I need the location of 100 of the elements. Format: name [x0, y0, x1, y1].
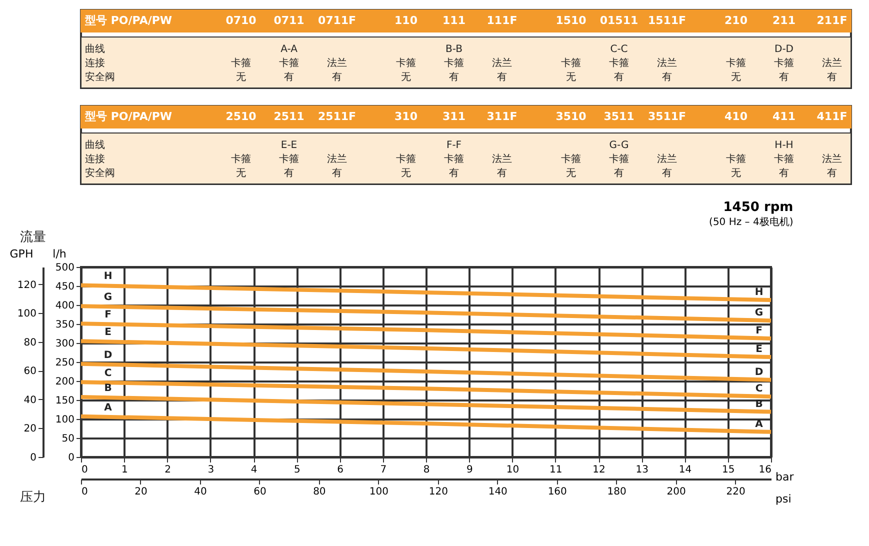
text: 有: [284, 72, 294, 83]
x-tick-label: 11: [550, 464, 562, 476]
series-label: E: [756, 344, 763, 356]
y2-axis-title: GPH: [10, 248, 34, 260]
category-label: 110: [394, 14, 418, 27]
category-label: 3510: [556, 110, 587, 123]
x2-tick-label: 80: [313, 486, 326, 498]
text: B: [104, 382, 112, 394]
x-tick-label: 8: [423, 464, 430, 476]
text: F: [104, 310, 112, 321]
text: 卡箍: [609, 154, 629, 165]
x-tick-label: 4: [250, 464, 258, 476]
chart-title: 1450 rpm: [723, 200, 794, 215]
series-label: G: [754, 308, 764, 319]
category-label: 111: [442, 14, 466, 27]
category-label: 1511F: [648, 14, 686, 27]
text: 卡箍: [396, 58, 416, 69]
text: A: [104, 402, 112, 414]
category-label: 3511F: [648, 110, 686, 123]
x-tick-label: 7: [380, 464, 387, 476]
text: 无: [566, 72, 576, 83]
x-tick-label: 12: [592, 464, 606, 476]
text: 有: [614, 168, 624, 179]
category-label: 2511F: [318, 110, 356, 123]
text: G: [104, 292, 112, 304]
text: 卡箍: [231, 58, 251, 69]
y-tick-label: 150: [55, 396, 74, 406]
text: 无: [731, 72, 741, 83]
series-label: D: [754, 366, 764, 378]
x2-tick-label: 20: [134, 486, 148, 498]
y-tick-label: 300: [55, 338, 74, 350]
y-tick-label: 100: [55, 414, 74, 426]
text: 有: [662, 72, 672, 83]
text: 有: [827, 72, 837, 83]
x2-tick-label: 120: [428, 486, 448, 498]
x-tick-label: 13: [636, 464, 648, 476]
text: 法兰: [822, 154, 842, 165]
text: 卡箍: [279, 58, 299, 69]
category-label: 3511: [604, 110, 634, 123]
text: 法兰: [327, 154, 347, 165]
x-tick-label: 16: [758, 464, 772, 476]
category-label: 311: [442, 110, 466, 123]
text: F-F: [446, 140, 462, 151]
text: 卡箍: [231, 154, 251, 165]
text: H: [104, 271, 112, 282]
text: 有: [332, 168, 342, 179]
text: 无: [401, 72, 411, 83]
category-label: 211: [772, 14, 796, 27]
text: D-D: [774, 44, 794, 55]
category-label: 310: [394, 110, 418, 123]
series-label: A: [755, 418, 764, 430]
text: 有: [497, 168, 507, 179]
y2-tick-label: 120: [17, 280, 36, 291]
y-tick-label: 500: [55, 262, 74, 274]
x2-tick-label: 180: [607, 486, 626, 498]
text: 有: [497, 72, 507, 83]
chart-subtitle: (50 Hz – 4极电机): [709, 216, 794, 228]
text: 有: [614, 72, 624, 83]
text: G-G: [609, 140, 629, 151]
text: 型号 PO/PA/PW: [84, 110, 172, 123]
category-label: 曲线: [85, 44, 105, 55]
text: B-B: [446, 44, 462, 55]
category-label: 0711: [274, 14, 304, 27]
y-tick-label: 200: [55, 376, 74, 388]
category-label: 410: [724, 110, 748, 123]
x-tick-label: 5: [294, 464, 300, 476]
text: 卡箍: [609, 58, 629, 69]
text: 有: [827, 168, 837, 179]
category-label: 连接: [85, 154, 105, 165]
text: 法兰: [492, 154, 512, 165]
series-label: C: [755, 384, 763, 395]
text: E: [104, 327, 112, 338]
text: 卡箍: [396, 154, 416, 165]
x2-tick-label: 200: [666, 486, 686, 498]
text: 有: [284, 168, 294, 179]
text: 卡箍: [774, 58, 794, 69]
category-label: 安全阀: [85, 72, 115, 83]
text: 有: [779, 168, 789, 179]
text: 法兰: [327, 58, 347, 69]
x-axis-title: bar: [776, 470, 794, 484]
x2-tick-label: 160: [548, 486, 567, 498]
text: 型号 PO/PA/PW: [84, 14, 172, 27]
y-tick-label: 450: [55, 282, 74, 292]
y-tick-label: 50: [62, 434, 74, 444]
text: 有: [332, 72, 342, 83]
category-label: 211F: [816, 14, 848, 27]
category-label: 安全阀: [85, 168, 115, 179]
text: 有: [779, 72, 789, 83]
category-label: 01511: [600, 14, 638, 27]
y2-tick-label: 60: [24, 366, 36, 378]
x2-tick-label: 60: [254, 486, 266, 498]
category-label: 111F: [486, 14, 518, 27]
category-label: 1510: [556, 14, 587, 27]
text: 卡箍: [774, 154, 794, 165]
text: 无: [731, 168, 741, 179]
x2-tick-label: 100: [369, 486, 388, 498]
category-label: 连接: [85, 58, 105, 69]
y-tick-label: 0: [68, 452, 74, 464]
text: 无: [566, 168, 576, 179]
x-tick-label: 1: [121, 464, 128, 476]
